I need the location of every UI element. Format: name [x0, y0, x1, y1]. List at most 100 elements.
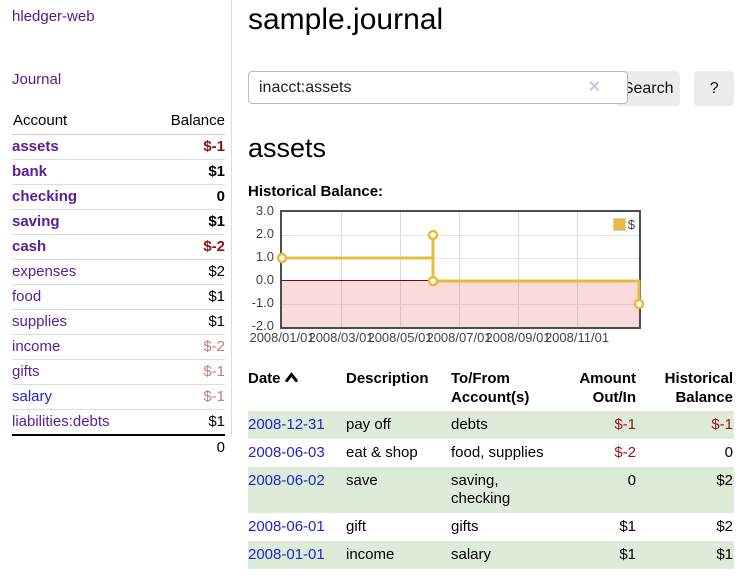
account-link[interactable]: expenses — [12, 263, 77, 280]
chart-y-tick-label: 2.0 — [255, 226, 274, 241]
transactions-header-row: Date Description To/From Account(s) Amou… — [248, 367, 734, 411]
account-link[interactable]: saving — [12, 213, 60, 230]
account-balance: $1 — [148, 309, 225, 335]
chart-gridline — [282, 235, 639, 236]
transaction-description: gift — [346, 518, 367, 535]
account-balance: $1 — [148, 159, 225, 185]
chart-x-tick-label: 2008/09/01 — [485, 330, 551, 345]
chart-gridline — [282, 258, 639, 259]
transaction-description: save — [346, 472, 378, 489]
sidebar: hledger-web Journal Account Balance asse… — [0, 0, 232, 460]
transaction-balance: $2 — [716, 472, 733, 489]
account-link[interactable]: assets — [12, 138, 59, 155]
account-link[interactable]: gifts — [12, 363, 40, 380]
account-row: income $-2 — [12, 334, 225, 360]
account-link[interactable]: income — [12, 338, 61, 355]
account-balance: $-1 — [148, 134, 225, 160]
accounts-total-balance: 0 — [148, 434, 225, 460]
transaction-amount: 0 — [627, 472, 636, 489]
balance-chart: 3.0 2.0 1.0 0.0 -1.0 -2.0 — [248, 204, 734, 350]
page-title: sample.journal — [248, 3, 444, 36]
clear-search-icon[interactable]: ✕ — [587, 79, 601, 96]
chart-gridline — [282, 304, 639, 305]
accounts-header-balance: Balance — [148, 110, 225, 135]
account-balance: $-1 — [148, 359, 225, 385]
transaction-tofrom: debts — [451, 416, 488, 433]
account-link[interactable]: supplies — [12, 313, 68, 330]
chart-gridline — [400, 212, 401, 327]
account-balance: $1 — [148, 409, 225, 436]
account-link[interactable]: checking — [12, 188, 78, 205]
account-balance: $1 — [148, 209, 225, 235]
column-header-balance: Historical Balance — [664, 370, 733, 406]
negative-region — [282, 281, 639, 327]
column-header-amount: Amount Out/In — [579, 370, 636, 406]
column-header-tofrom: To/From Account(s) — [451, 370, 530, 406]
transaction-balance: $-1 — [711, 416, 733, 433]
account-row: gifts $-1 — [12, 359, 225, 385]
account-row: salary $-1 — [12, 384, 225, 410]
chart-gridline — [518, 212, 519, 327]
sidebar-item-journal[interactable]: Journal — [12, 71, 62, 88]
account-balance: $-1 — [148, 384, 225, 410]
transaction-date-link[interactable]: 2008-01-01 — [248, 546, 325, 563]
search-input[interactable] — [248, 71, 628, 104]
accounts-header-account: Account — [12, 110, 149, 135]
chart-y-tick-label: -2.0 — [251, 318, 274, 333]
account-link[interactable]: food — [12, 288, 42, 305]
account-row: expenses $2 — [12, 259, 225, 285]
transaction-description: income — [346, 546, 395, 563]
search-form: ✕ Search ? — [248, 71, 734, 106]
column-header-date[interactable]: Date — [248, 367, 346, 411]
account-row: saving $1 — [12, 209, 225, 235]
account-balance: $-2 — [148, 234, 225, 260]
transaction-description: pay off — [346, 416, 391, 433]
accounts-total-row: 0 — [12, 434, 225, 460]
account-link[interactable]: bank — [12, 163, 48, 180]
sort-ascending-icon — [284, 369, 298, 388]
transaction-date-link[interactable]: 2008-12-31 — [248, 416, 325, 433]
account-row: liabilities:debts $1 — [12, 409, 225, 436]
transaction-description: eat & shop — [346, 444, 418, 461]
account-link[interactable]: cash — [12, 238, 47, 255]
accounts-table: Account Balance assets $-1 bank $1 — [12, 110, 225, 460]
legend-swatch-icon — [612, 218, 626, 231]
help-button[interactable]: ? — [694, 71, 734, 106]
transaction-date-link[interactable]: 2008-06-02 — [248, 472, 325, 489]
transaction-row: 2008-12-31 pay off debts $-1 $-1 — [248, 411, 734, 439]
balance-line — [276, 229, 645, 310]
transaction-balance: $1 — [716, 546, 733, 563]
transaction-amount: $1 — [619, 546, 636, 563]
column-header-description: Description — [346, 370, 429, 387]
legend-label: $ — [627, 217, 635, 232]
account-link[interactable]: liabilities:debts — [12, 413, 110, 430]
transaction-amount: $-2 — [614, 444, 636, 461]
account-balance: $2 — [148, 259, 225, 285]
chart-y-tick-label: 0.0 — [255, 272, 274, 287]
account-row: bank $1 — [12, 159, 225, 185]
chart-x-tick-label: 2008/01/01 — [249, 330, 315, 345]
account-balance: $1 — [148, 284, 225, 310]
account-balance: $-2 — [148, 334, 225, 360]
transaction-balance: 0 — [724, 444, 733, 461]
chart-gridline — [341, 212, 342, 327]
chart-gridline — [459, 212, 460, 327]
chart-plot-area: $ — [276, 210, 645, 329]
account-link[interactable]: salary — [12, 388, 53, 405]
chart-legend: $ — [612, 217, 635, 232]
transaction-date-link[interactable]: 2008-06-01 — [248, 518, 325, 535]
transaction-tofrom: salary — [451, 546, 492, 563]
transaction-row: 2008-06-02 save saving, checking 0 $2 — [248, 467, 734, 513]
transaction-tofrom: saving, checking — [451, 472, 511, 507]
account-balance: 0 — [148, 184, 225, 210]
transaction-tofrom: food, supplies — [451, 444, 544, 461]
account-row: cash $-2 — [12, 234, 225, 260]
transaction-date-link[interactable]: 2008-06-03 — [248, 444, 325, 461]
transaction-row: 2008-06-01 gift gifts $1 $2 — [248, 513, 734, 541]
account-heading: assets — [248, 133, 327, 163]
app-title-link[interactable]: hledger-web — [12, 8, 95, 25]
transaction-amount: $-1 — [614, 416, 636, 433]
account-row: food $1 — [12, 284, 225, 310]
chart-x-tick-label: 2008/07/01 — [426, 330, 492, 345]
